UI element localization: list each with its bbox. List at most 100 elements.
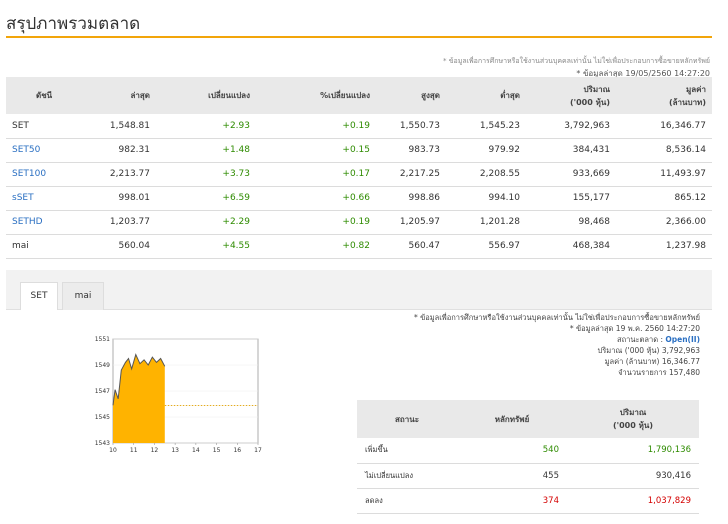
cell-low: 2,208.55 <box>446 162 526 187</box>
x-tick-label: 16 <box>233 447 241 454</box>
status-cell-volume: 930,416 <box>567 463 699 489</box>
y-tick-label: 1545 <box>95 414 110 421</box>
cell-high: 998.86 <box>376 186 446 211</box>
tab-mai[interactable]: mai <box>62 282 104 310</box>
y-tick-label: 1543 <box>95 440 110 447</box>
market-trades: จำนวนรายการ 157,480 <box>618 368 700 377</box>
tab-set[interactable]: SET <box>20 282 58 310</box>
market-status-value: Open(II) <box>665 335 700 344</box>
cell-pct: +0.19 <box>256 210 376 235</box>
cell-change: +2.29 <box>156 210 256 235</box>
index-name-link: SET <box>6 114 76 139</box>
cell-volume: 384,431 <box>526 138 616 163</box>
cell-change: +4.55 <box>156 234 256 259</box>
y-tick-label: 1551 <box>95 336 110 343</box>
cell-pct: +0.82 <box>256 234 376 259</box>
cell-change: +2.93 <box>156 114 256 139</box>
index-name-link[interactable]: SETHD <box>6 210 76 235</box>
cell-pct: +0.19 <box>256 114 376 139</box>
cell-volume: 933,669 <box>526 162 616 187</box>
col-header-change: เปลี่ยนแปลง <box>156 77 256 114</box>
cell-high: 983.73 <box>376 138 446 163</box>
table-row: mai 560.04 +4.55 +0.82 560.47 556.97 468,384 1,… <box>6 234 712 259</box>
x-tick-label: 13 <box>171 447 179 454</box>
x-tick-label: 17 <box>254 447 262 454</box>
cell-pct: +0.17 <box>256 162 376 187</box>
cell-high: 2,217.25 <box>376 162 446 187</box>
cell-last: 560.04 <box>76 234 156 259</box>
x-tick-label: 14 <box>192 447 200 454</box>
cell-value: 1,237.98 <box>616 234 712 259</box>
table-row: SET50 982.31 +1.48 +0.15 983.73 979.92 384,431… <box>6 138 712 163</box>
x-tick-label: 11 <box>130 447 138 454</box>
cell-low: 1,201.28 <box>446 210 526 235</box>
cell-volume: 155,177 <box>526 186 616 211</box>
status-cell-label: ไม่เปลี่ยนแปลง <box>357 463 457 489</box>
cell-value: 16,346.77 <box>616 114 712 139</box>
cell-low: 1,545.23 <box>446 114 526 139</box>
cell-volume: 468,384 <box>526 234 616 259</box>
cell-low: 556.97 <box>446 234 526 259</box>
table-row: SET 1,548.81 +2.93 +0.19 1,550.73 1,545.23 3,7… <box>6 114 712 139</box>
cell-pct: +0.66 <box>256 186 376 211</box>
col-header-status: สถานะ <box>357 400 457 438</box>
market-value: มูลค่า (ล้านบาท) 16,346.77 <box>604 357 700 366</box>
summary-disclaimer: * ข้อมูลเพื่อการศึกษาหรือใช้งานส่วนบุคคล… <box>443 57 710 65</box>
cell-value: 2,366.00 <box>616 210 712 235</box>
summary-header-row: ดัชนี ล่าสุด เปลี่ยนแปลง %เปลี่ยนแปลง สู… <box>6 77 712 114</box>
index-name-link[interactable]: sSET <box>6 186 76 211</box>
y-tick-label: 1549 <box>95 362 110 369</box>
col-header-value: มูลค่า (ล้านบาท) <box>616 77 712 114</box>
cell-last: 998.01 <box>76 186 156 211</box>
index-summary-table: ดัชนี ล่าสุด เปลี่ยนแปลง %เปลี่ยนแปลง สู… <box>6 77 712 259</box>
cell-last: 982.31 <box>76 138 156 163</box>
status-cell-label: ลดลง <box>357 488 457 514</box>
cell-high: 1,550.73 <box>376 114 446 139</box>
y-tick-label: 1547 <box>95 388 110 395</box>
status-cell-label: เพิ่มขึ้น <box>357 438 457 464</box>
cell-high: 560.47 <box>376 234 446 259</box>
title-divider <box>6 36 712 38</box>
col-header-last: ล่าสุด <box>76 77 156 114</box>
advance-decline-table: สถานะ หลักทรัพย์ ปริมาณ ('000 หุ้น) เพิ่… <box>357 400 699 514</box>
index-name-link[interactable]: SET50 <box>6 138 76 163</box>
col-header-index: ดัชนี <box>6 77 76 114</box>
cell-last: 1,203.77 <box>76 210 156 235</box>
cell-volume: 98,468 <box>526 210 616 235</box>
market-volume: ปริมาณ ('000 หุ้น) 3,792,963 <box>597 346 700 355</box>
table-row: SETHD 1,203.77 +2.29 +0.19 1,205.97 1,201.28 9… <box>6 210 712 235</box>
col-header-status-volume: ปริมาณ ('000 หุ้น) <box>567 400 699 438</box>
cell-last: 1,548.81 <box>76 114 156 139</box>
market-status-label: สถานะตลาด : <box>617 335 663 344</box>
market-info: * ข้อมูลเพื่อการศึกษาหรือใช้งานส่วนบุคคล… <box>360 312 700 378</box>
x-tick-label: 10 <box>109 447 117 454</box>
index-name-link[interactable]: SET100 <box>6 162 76 187</box>
cell-change: +6.59 <box>156 186 256 211</box>
status-header-row: สถานะ หลักทรัพย์ ปริมาณ ('000 หุ้น) <box>357 400 699 438</box>
cell-volume: 3,792,963 <box>526 114 616 139</box>
index-name-link: mai <box>6 234 76 259</box>
table-row: เพิ่มขึ้น 540 1,790,136 <box>357 438 699 464</box>
cell-low: 994.10 <box>446 186 526 211</box>
cell-change: +1.48 <box>156 138 256 163</box>
index-area <box>113 354 165 443</box>
status-cell-volume: 1,790,136 <box>567 438 699 464</box>
cell-last: 2,213.77 <box>76 162 156 187</box>
status-cell-count: 455 <box>457 463 567 489</box>
index-line <box>112 353 166 406</box>
col-header-volume: ปริมาณ ('000 หุ้น) <box>526 77 616 114</box>
cell-value: 865.12 <box>616 186 712 211</box>
cell-change: +3.73 <box>156 162 256 187</box>
cell-pct: +0.15 <box>256 138 376 163</box>
col-header-securities: หลักทรัพย์ <box>457 400 567 438</box>
table-row: ไม่เปลี่ยนแปลง 455 930,416 <box>357 463 699 489</box>
col-header-pct-change: %เปลี่ยนแปลง <box>256 77 376 114</box>
col-header-low: ต่ำสุด <box>446 77 526 114</box>
market-info-disclaimer: * ข้อมูลเพื่อการศึกษาหรือใช้งานส่วนบุคคล… <box>413 313 700 322</box>
col-header-high: สูงสุด <box>376 77 446 114</box>
table-row: SET100 2,213.77 +3.73 +0.17 2,217.25 2,208.55… <box>6 162 712 187</box>
summary-asof: * ข้อมูลล่าสุด 19/05/2560 14:27:20 <box>576 69 710 78</box>
table-row: ลดลง 374 1,037,829 <box>357 488 699 514</box>
status-cell-count: 540 <box>457 438 567 464</box>
